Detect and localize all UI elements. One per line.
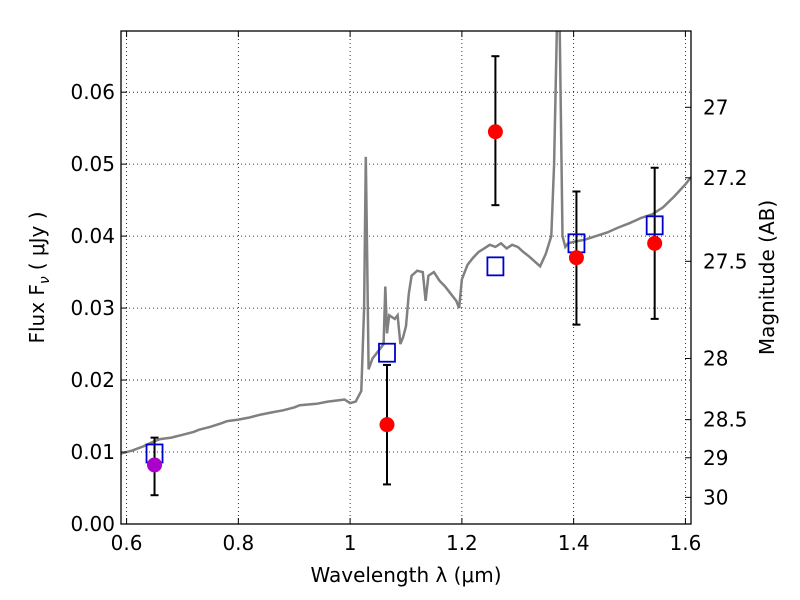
- x-tick-label: 1.6: [670, 531, 702, 555]
- x-tick-label: 0.8: [222, 531, 254, 555]
- observed-points-series: [147, 124, 663, 473]
- spectrum-line: [121, 31, 691, 455]
- y-axis-label-sub: ν: [37, 276, 53, 284]
- x-tick-label: 1.4: [558, 531, 590, 555]
- x-tick-label: 1: [344, 531, 357, 555]
- y2-tick-label: 29: [703, 446, 728, 470]
- y-tick-label: 0.06: [70, 80, 115, 104]
- observed-point: [147, 457, 163, 473]
- spectrum-series: [121, 31, 691, 455]
- axis-ticks: 0.6 0.8 1 1.2 1.4 1.6 0.00 0.01 0.02 0.03 0.04 0.05…: [70, 31, 748, 555]
- y-axis-label: Flux Fν ( μJy ): [25, 211, 53, 343]
- model-photometry-square: [378, 342, 396, 363]
- y-tick-label: 0.00: [70, 512, 115, 536]
- y2-tick-label: 27.2: [703, 166, 748, 190]
- y2-tick-label: 28: [703, 346, 728, 370]
- model-photometry-series: [145, 215, 664, 464]
- y-axis-label-main: Flux F: [25, 284, 49, 343]
- observed-point: [379, 417, 395, 433]
- grid-lines: [121, 31, 691, 525]
- y-tick-label: 0.05: [70, 152, 115, 176]
- errorbar-series: [150, 55, 659, 497]
- y2-tick-label: 27: [703, 95, 728, 119]
- model-photometry-square: [486, 256, 505, 277]
- x-tick-label: 0.6: [111, 531, 143, 555]
- observed-point: [647, 235, 663, 251]
- y2-tick-label: 30: [703, 485, 728, 509]
- observed-point: [568, 250, 584, 266]
- y-tick-label: 0.02: [70, 368, 115, 392]
- model-photometry-square: [645, 215, 664, 236]
- observed-point: [487, 124, 503, 140]
- y-tick-label: 0.01: [70, 440, 115, 464]
- y-tick-label: 0.03: [70, 296, 115, 320]
- y-axis-label-unit: ( μJy ): [25, 211, 49, 270]
- x-axis-label: Wavelength λ (μm): [310, 563, 501, 587]
- y-tick-label: 0.04: [70, 224, 115, 248]
- x-tick-label: 1.2: [446, 531, 478, 555]
- y2-tick-label: 28.5: [703, 408, 748, 432]
- y2-tick-label: 27.5: [703, 249, 748, 273]
- right-axis-label: Magnitude (AB): [755, 200, 779, 355]
- plot-frame: [120, 30, 692, 525]
